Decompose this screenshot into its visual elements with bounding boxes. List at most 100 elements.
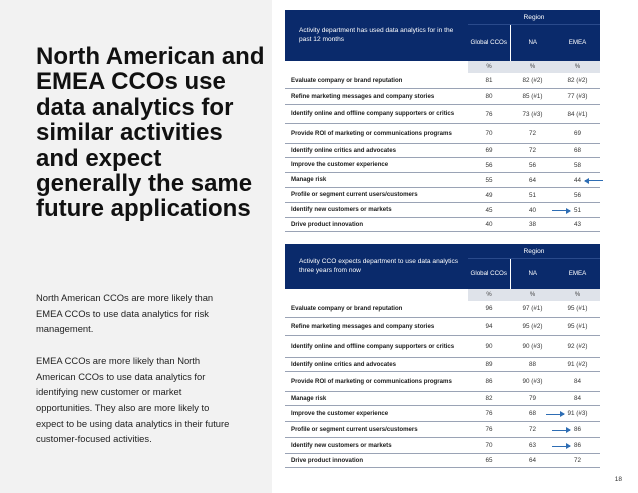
value-emea: 56 <box>555 187 600 203</box>
value-global: 55 <box>468 172 510 188</box>
table-row: Provide ROI of marketing or communicatio… <box>285 123 600 144</box>
table2-col-emea: EMEA <box>555 258 600 289</box>
value-emea: 58 <box>555 157 600 173</box>
value-na: 90 (#3) <box>510 335 555 358</box>
value-na: 72 <box>510 143 555 158</box>
row-label: Manage risk <box>285 391 468 406</box>
table1-region-header: Region <box>468 10 600 25</box>
table1-title: Activity department has used data analyt… <box>285 10 468 61</box>
row-label: Identify online and offline company supp… <box>285 104 468 124</box>
table-row: Profile or segment current users/custome… <box>285 421 600 438</box>
value-global: 82 <box>468 391 510 406</box>
value-global: 96 <box>468 300 510 318</box>
value-global: 94 <box>468 317 510 336</box>
value-emea: 82 (#2) <box>555 72 600 89</box>
value-emea: 69 <box>555 123 600 144</box>
row-label: Identify online critics and advocates <box>285 357 468 372</box>
row-label: Refine marketing messages and company st… <box>285 88 468 105</box>
body-text: North American CCOs are more likely than… <box>36 290 236 463</box>
row-label: Profile or segment current users/custome… <box>285 421 468 438</box>
value-emea: 92 (#2) <box>555 335 600 358</box>
table-row: Identify new customers or markets 45 40 … <box>285 202 600 218</box>
row-label: Improve the customer experience <box>285 405 468 422</box>
value-emea: 95 (#1) <box>555 300 600 318</box>
table2-unit-na: % <box>510 288 555 301</box>
table-three-years: Activity CCO expects department to use d… <box>285 244 600 468</box>
row-label: Identify online critics and advocates <box>285 143 468 158</box>
table-row: Evaluate company or brand reputation 81 … <box>285 72 600 89</box>
paragraph-emea-customers: EMEA CCOs are more likely than North Ame… <box>36 354 230 445</box>
value-na: 79 <box>510 391 555 406</box>
value-na: 95 (#2) <box>510 317 555 336</box>
table-row: Improve the customer experience 56 56 58 <box>285 157 600 173</box>
row-label: Drive product innovation <box>285 217 468 232</box>
value-global: 49 <box>468 187 510 203</box>
left-panel: North American and EMEA CCOs use data an… <box>0 0 272 493</box>
table2-col-na: NA <box>509 258 555 289</box>
value-na: 64 <box>510 453 555 468</box>
table-row: Manage risk 82 79 84 <box>285 391 600 406</box>
value-emea: 72 <box>555 453 600 468</box>
table1-unit-na: % <box>510 60 555 73</box>
value-emea: 91 (#3) <box>545 405 600 422</box>
value-na: 68 <box>510 405 555 422</box>
table-row: Provide ROI of marketing or communicatio… <box>285 371 600 392</box>
value-na: 38 <box>510 217 555 232</box>
value-na: 56 <box>510 157 555 173</box>
table-row: Evaluate company or brand reputation 96 … <box>285 300 600 318</box>
value-na: 73 (#3) <box>510 104 555 124</box>
table2-units-spacer <box>285 288 468 301</box>
value-na: 82 (#2) <box>510 72 555 89</box>
table-row: Identify online critics and advocates 69… <box>285 143 600 158</box>
table-past-12-months: Activity department has used data analyt… <box>285 10 603 232</box>
value-global: 45 <box>468 202 510 218</box>
value-emea: 84 <box>555 371 600 392</box>
value-global: 86 <box>468 371 510 392</box>
arrow-right-icon <box>551 427 571 433</box>
value-emea: 91 (#2) <box>555 357 600 372</box>
table1-units-spacer <box>285 60 468 73</box>
value-global: 81 <box>468 72 510 89</box>
page-number: 18 <box>614 476 622 483</box>
value-emea: 77 (#3) <box>555 88 600 105</box>
row-label: Improve the customer experience <box>285 157 468 173</box>
value-global: 76 <box>468 104 510 124</box>
table1-col-global: Global CCOs <box>468 24 510 61</box>
value-global: 56 <box>468 157 510 173</box>
value-na: 88 <box>510 357 555 372</box>
value-na: 85 (#1) <box>510 88 555 105</box>
value-na: 72 <box>510 123 555 144</box>
value-na: 63 <box>510 437 555 454</box>
value-global: 89 <box>468 357 510 372</box>
value-emea: 84 <box>555 391 600 406</box>
value-emea: 84 (#1) <box>555 104 600 124</box>
table-row: Refine marketing messages and company st… <box>285 88 600 105</box>
value-global: 69 <box>468 143 510 158</box>
value-na: 90 (#3) <box>510 371 555 392</box>
value-global: 70 <box>468 437 510 454</box>
row-label: Provide ROI of marketing or communicatio… <box>285 123 468 144</box>
row-label: Provide ROI of marketing or communicatio… <box>285 371 468 392</box>
arrow-right-icon <box>551 443 571 449</box>
table-row: Drive product innovation 65 64 72 <box>285 453 600 468</box>
row-label: Evaluate company or brand reputation <box>285 300 468 318</box>
value-emea: 86 <box>551 421 600 438</box>
value-global: 70 <box>468 123 510 144</box>
value-global: 76 <box>468 421 510 438</box>
row-label: Identify new customers or markets <box>285 437 468 454</box>
table2-unit-emea: % <box>555 288 600 301</box>
arrow-right-icon <box>545 411 565 417</box>
value-emea: 95 (#1) <box>555 317 600 336</box>
arrow-left-icon <box>584 177 603 184</box>
table2-region-header: Region <box>468 244 600 259</box>
table-row: Identify online and offline company supp… <box>285 104 600 124</box>
paragraph-na-risk: North American CCOs are more likely than… <box>36 292 214 335</box>
table2-col-global: Global CCOs <box>468 258 510 289</box>
table-row: Identify online critics and advocates 89… <box>285 357 600 372</box>
value-global: 80 <box>468 88 510 105</box>
value-emea: 44 <box>555 172 603 188</box>
arrow-right-icon <box>551 207 571 214</box>
value-global: 40 <box>468 217 510 232</box>
value-na: 64 <box>510 172 555 188</box>
headline: North American and EMEA CCOs use data an… <box>36 43 265 223</box>
